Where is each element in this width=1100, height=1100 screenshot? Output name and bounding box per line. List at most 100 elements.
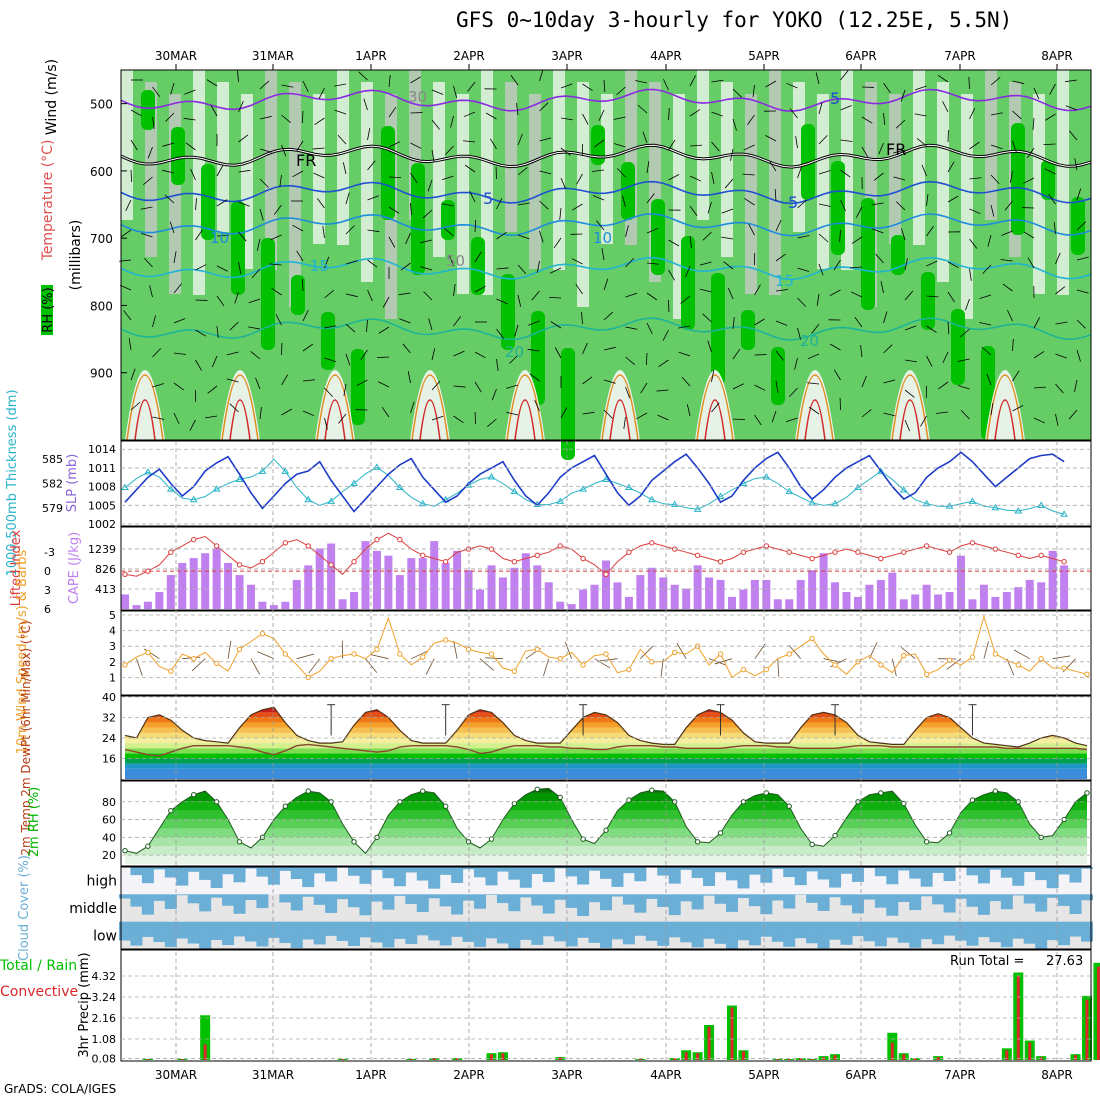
cloud-bar-high: [680, 867, 693, 870]
wind-barb: [689, 75, 696, 87]
wind-barb: [324, 417, 328, 430]
wind-barb: [861, 409, 872, 418]
wind-barb: [721, 236, 734, 240]
wind-barb: [785, 417, 798, 423]
wind-barb: [431, 415, 444, 421]
cloud-bar-low: [279, 921, 292, 943]
cape-bar: [1025, 579, 1034, 609]
wind-barb: [721, 208, 734, 214]
rh-tick-label: 20: [102, 849, 116, 862]
wind-barb: [496, 298, 508, 305]
cloud-bar-middle: [325, 894, 338, 913]
wind-barb: [850, 266, 863, 269]
wind-barb: [496, 198, 503, 210]
wind-barb: [345, 192, 350, 205]
wind-barb: [646, 292, 658, 301]
cape-bar: [510, 567, 519, 609]
precip-convective-bar: [799, 1058, 803, 1060]
cape-bar: [842, 592, 851, 609]
isotherm-line: [120, 256, 1092, 281]
surface-wind-barb: [425, 658, 435, 675]
lifted-index-line-marker: [649, 540, 655, 546]
wind-speed-line-marker: [1038, 655, 1044, 662]
rh-high-patch: [261, 238, 275, 350]
cloud-bar-low: [1035, 921, 1048, 949]
wind-barb: [259, 148, 272, 153]
wind-barb: [410, 401, 415, 414]
wind-barb: [345, 225, 355, 235]
rh-line-marker: [145, 843, 151, 849]
thickness-line-marker: [510, 487, 519, 495]
wind-barb: [990, 76, 1001, 86]
lifted-index-line-marker: [946, 549, 953, 555]
wind-speed-line-marker: [672, 649, 678, 656]
wind-barb: [173, 251, 177, 264]
wind-barb: [752, 84, 755, 97]
precip-convective-bar: [707, 1026, 711, 1060]
wind-barb: [410, 142, 422, 149]
precip-total-bar: [1093, 962, 1100, 1060]
thickness-line-marker: [579, 485, 587, 492]
wind-speed-line-marker: [809, 635, 815, 642]
rh-high-patch: [501, 274, 515, 350]
cloud-bar-low: [348, 921, 361, 946]
cloud-bar-low: [1058, 921, 1071, 946]
wind-barb: [428, 318, 433, 331]
wind-barb: [582, 83, 593, 91]
wind-speed-line-marker: [534, 646, 540, 653]
wind-barb: [873, 172, 884, 181]
cloud-bar-high: [519, 867, 532, 888]
thickness-line-marker: [647, 495, 656, 503]
wind-barb: [216, 234, 230, 237]
wind-barb: [255, 377, 261, 390]
wind-barb: [1044, 168, 1056, 175]
cape-bar: [521, 553, 530, 609]
cape-bar: [739, 589, 748, 609]
wind-barb: [592, 169, 605, 172]
cape-bar: [178, 562, 187, 609]
wind-barb: [893, 176, 906, 181]
wind-barb: [582, 411, 595, 415]
cloud-bar-middle: [176, 894, 189, 896]
surface-wind-barb: [296, 653, 315, 660]
wind-barb: [1076, 188, 1082, 201]
cloud-bar-high: [611, 867, 624, 887]
rh-line-marker: [534, 786, 540, 793]
wind-barb: [238, 134, 249, 143]
wind-barb: [1076, 349, 1081, 362]
rh-line-marker: [236, 839, 243, 845]
wind-barb: [711, 171, 715, 184]
precip-convective-bar: [936, 1057, 940, 1060]
cloud-bar-high: [474, 867, 487, 878]
wind-barb: [281, 408, 293, 416]
cloud-bar-high: [313, 867, 326, 874]
wind-barb: [689, 235, 692, 248]
pressure-tick-label: 700: [90, 232, 113, 246]
rh-line-marker: [901, 800, 907, 807]
wind-barb: [969, 141, 980, 150]
cape-bar: [556, 601, 565, 609]
wind-barb: [730, 148, 734, 161]
wind-barb: [381, 406, 390, 418]
cape-bar: [831, 582, 840, 609]
rh-high-patch: [201, 164, 215, 240]
precip-conv-legend: Convective: [0, 984, 78, 1000]
lifted-index-line-marker: [809, 555, 815, 562]
precip-convective-bar: [558, 1057, 562, 1060]
slp-line: [124, 451, 1065, 513]
lifted-index-line-marker: [603, 571, 609, 578]
wind-barb: [531, 290, 540, 301]
wind-barb: [774, 189, 777, 202]
wind-barb: [165, 112, 175, 122]
cloud-bar-high: [748, 867, 761, 875]
surface-wind-barb: [411, 650, 428, 660]
wind-barb: [856, 206, 863, 218]
cloud-bar-middle: [439, 894, 452, 907]
isotherm-25-contour: [891, 374, 929, 441]
thickness-line-marker: [991, 503, 1000, 511]
wind-barb: [444, 227, 454, 237]
wind-barb: [144, 257, 153, 268]
wind-barb: [560, 117, 573, 121]
wind-barb: [281, 144, 287, 157]
rh-high-patch: [441, 200, 455, 240]
